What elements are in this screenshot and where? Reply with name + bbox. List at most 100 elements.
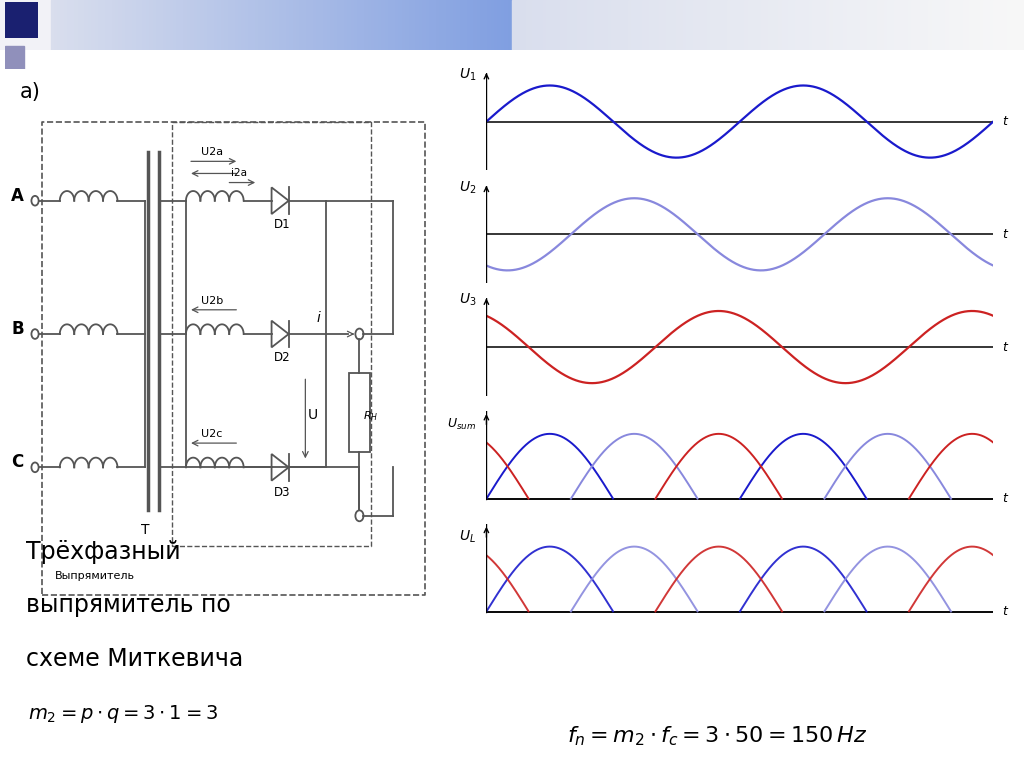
Bar — [935, 0, 940, 50]
Bar — [386, 0, 391, 50]
Text: U: U — [307, 408, 317, 422]
Bar — [850, 0, 855, 50]
Bar — [740, 0, 745, 50]
Bar — [243, 0, 248, 50]
Bar — [304, 0, 309, 50]
Bar — [894, 0, 899, 50]
Bar — [949, 0, 954, 50]
Bar — [321, 0, 326, 50]
Bar — [993, 0, 998, 50]
Bar — [1021, 0, 1024, 50]
Polygon shape — [271, 454, 289, 481]
Bar — [454, 0, 459, 50]
Bar — [51, 0, 56, 50]
Bar — [1017, 0, 1022, 50]
Bar — [536, 0, 541, 50]
Bar — [648, 0, 653, 50]
Bar — [901, 0, 906, 50]
Bar — [601, 0, 606, 50]
Text: U2b: U2b — [202, 296, 223, 306]
Text: A: A — [11, 186, 24, 205]
Bar — [847, 0, 852, 50]
Bar — [884, 0, 889, 50]
Bar — [372, 0, 377, 50]
Bar — [843, 0, 848, 50]
Bar — [82, 0, 87, 50]
Bar — [502, 0, 507, 50]
Bar — [28, 0, 33, 50]
Text: t: t — [1002, 228, 1007, 241]
Bar — [809, 0, 814, 50]
Bar — [376, 0, 381, 50]
Bar — [540, 0, 545, 50]
Bar — [7, 0, 12, 50]
Bar — [996, 0, 1001, 50]
Bar — [253, 0, 258, 50]
Bar — [837, 0, 842, 50]
Bar — [983, 0, 988, 50]
Bar — [768, 0, 773, 50]
Text: t: t — [1002, 605, 1007, 618]
Bar — [788, 0, 794, 50]
Text: D3: D3 — [273, 486, 291, 499]
Bar — [658, 0, 664, 50]
Bar — [495, 0, 500, 50]
Text: выпрямитель по: выпрямитель по — [26, 594, 230, 617]
Text: t: t — [1002, 492, 1007, 505]
Bar — [325, 0, 330, 50]
Bar — [167, 0, 172, 50]
Bar — [236, 0, 241, 50]
Text: C: C — [11, 453, 24, 472]
Bar — [294, 0, 299, 50]
Bar — [553, 0, 558, 50]
Bar — [335, 0, 340, 50]
Polygon shape — [271, 187, 289, 214]
Text: $f_n = m_2 \cdot f_c = 3 \cdot 50 = 150\,Hz$: $f_n = m_2 \cdot f_c = 3 \cdot 50 = 150\… — [566, 724, 867, 748]
Bar — [522, 0, 527, 50]
Bar — [389, 0, 394, 50]
Bar — [34, 0, 39, 50]
Bar — [499, 0, 504, 50]
Bar — [417, 0, 422, 50]
Bar — [796, 0, 801, 50]
Bar — [696, 0, 701, 50]
Bar — [99, 0, 104, 50]
Bar — [594, 0, 599, 50]
Bar — [331, 0, 336, 50]
Bar — [202, 0, 207, 50]
Bar — [151, 0, 156, 50]
Bar — [181, 0, 186, 50]
Text: $m_2 = p \cdot q = 3 \cdot 1 = 3$: $m_2 = p \cdot q = 3 \cdot 1 = 3$ — [28, 703, 218, 725]
Bar — [440, 0, 445, 50]
Bar — [720, 0, 725, 50]
Bar — [1000, 0, 1006, 50]
Bar — [85, 0, 90, 50]
Bar — [826, 0, 831, 50]
Bar — [351, 0, 356, 50]
Bar — [707, 0, 712, 50]
Bar — [945, 0, 950, 50]
Bar — [970, 0, 975, 50]
Bar — [730, 0, 735, 50]
Text: $U_3$: $U_3$ — [459, 292, 476, 308]
Bar — [31, 0, 36, 50]
Bar — [290, 0, 295, 50]
Bar — [89, 0, 94, 50]
Bar — [314, 0, 319, 50]
Bar — [369, 0, 374, 50]
Bar — [427, 0, 432, 50]
Bar — [72, 0, 77, 50]
Bar — [758, 0, 763, 50]
Bar — [806, 0, 811, 50]
Bar — [683, 0, 688, 50]
Bar — [341, 0, 346, 50]
Bar — [857, 0, 862, 50]
Bar — [126, 0, 131, 50]
Bar — [771, 0, 776, 50]
Bar — [437, 0, 442, 50]
Bar — [307, 0, 312, 50]
Bar — [191, 0, 197, 50]
Bar — [433, 0, 438, 50]
Bar — [748, 0, 753, 50]
Text: $U_{sum}$: $U_{sum}$ — [447, 416, 476, 432]
